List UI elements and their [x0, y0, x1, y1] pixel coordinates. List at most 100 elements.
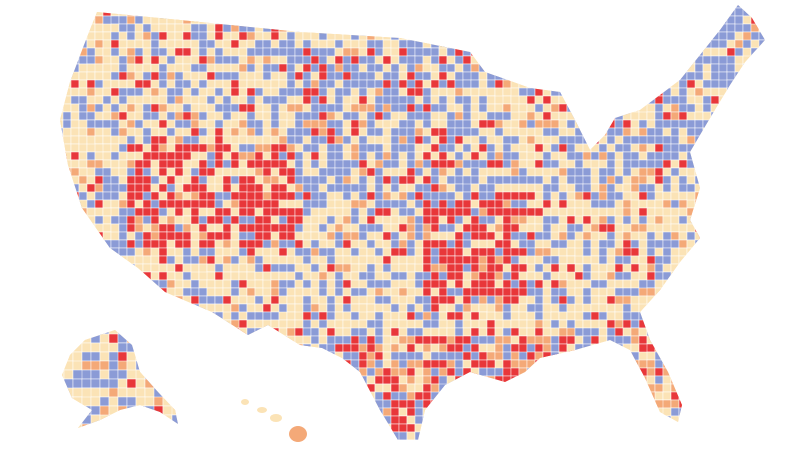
county [542, 223, 552, 233]
county [670, 39, 680, 49]
county [742, 311, 760, 321]
county [718, 5, 728, 9]
county [630, 383, 648, 393]
county [726, 343, 736, 353]
county [534, 55, 552, 73]
county [302, 263, 312, 273]
county [366, 303, 376, 313]
county [534, 359, 544, 369]
county [102, 303, 112, 313]
county [158, 215, 168, 225]
county [126, 159, 136, 169]
county [630, 39, 640, 57]
county [198, 287, 208, 297]
county [102, 199, 112, 209]
county [78, 247, 96, 257]
county [134, 71, 144, 81]
county [214, 367, 232, 377]
county [502, 103, 512, 113]
county [422, 223, 432, 233]
county [230, 311, 240, 321]
county [342, 215, 352, 225]
county [238, 367, 248, 385]
county [622, 23, 632, 33]
county [358, 431, 368, 440]
county [742, 5, 752, 9]
county [510, 295, 520, 305]
county [446, 415, 456, 433]
county [222, 263, 232, 273]
county [767, 432, 775, 440]
county [502, 367, 512, 377]
county [342, 415, 352, 425]
county [278, 287, 288, 297]
county [526, 223, 536, 233]
county [694, 343, 704, 361]
county [734, 303, 744, 313]
county [518, 55, 528, 65]
county [422, 199, 432, 209]
county [478, 271, 488, 281]
county [438, 71, 448, 81]
county [398, 255, 408, 265]
county [542, 175, 552, 185]
county [686, 47, 696, 57]
county [286, 343, 296, 353]
county [558, 431, 576, 440]
county [767, 296, 775, 304]
county [198, 327, 208, 337]
county [646, 47, 656, 57]
county [278, 375, 288, 385]
county [670, 5, 680, 9]
county [318, 79, 328, 89]
county [350, 159, 360, 169]
county [102, 319, 112, 329]
county [542, 7, 560, 17]
county [294, 391, 312, 401]
county [566, 359, 576, 377]
county [254, 143, 264, 153]
county [606, 287, 616, 297]
county [206, 271, 216, 281]
county [542, 383, 552, 393]
county [158, 287, 168, 297]
county [622, 343, 632, 353]
county [710, 327, 720, 337]
county [542, 87, 552, 97]
county [150, 5, 160, 9]
county [302, 175, 312, 185]
county [606, 351, 616, 369]
county [278, 143, 288, 153]
county [102, 143, 112, 153]
county [198, 255, 208, 265]
county [206, 439, 216, 440]
county [574, 319, 584, 329]
county [270, 327, 280, 337]
county [214, 7, 224, 17]
county [654, 39, 672, 49]
county [382, 119, 392, 129]
county [134, 183, 144, 193]
county [214, 199, 224, 209]
county [478, 367, 488, 377]
county [718, 7, 728, 17]
county [486, 271, 496, 281]
county [366, 175, 376, 185]
county [414, 103, 424, 113]
county [550, 183, 560, 193]
county [534, 79, 552, 89]
county [230, 95, 240, 105]
county [734, 279, 744, 289]
county [78, 319, 88, 337]
county [470, 367, 480, 377]
county [294, 359, 304, 369]
county [326, 95, 336, 105]
county [614, 55, 624, 65]
county [486, 47, 504, 57]
county [574, 399, 584, 409]
county [286, 95, 296, 105]
county [534, 431, 552, 440]
county [518, 239, 528, 249]
county [342, 383, 352, 393]
county [294, 63, 304, 73]
